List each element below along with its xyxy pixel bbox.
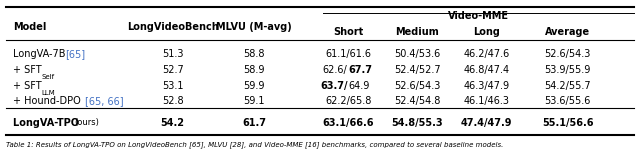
Text: Average: Average: [545, 27, 590, 37]
Text: Video-MME: Video-MME: [447, 11, 509, 21]
Text: 46.8/47.4: 46.8/47.4: [463, 65, 509, 75]
Text: [65, 66]: [65, 66]: [85, 96, 124, 106]
Text: 46.1/46.3: 46.1/46.3: [463, 96, 509, 106]
Text: + SFT: + SFT: [13, 65, 42, 75]
Text: 52.6/54.3: 52.6/54.3: [394, 81, 440, 91]
Text: MLVU (M-avg): MLVU (M-avg): [216, 22, 292, 32]
Text: 59.1: 59.1: [243, 96, 265, 106]
Text: 52.6/54.3: 52.6/54.3: [545, 49, 591, 59]
Text: 46.2/47.6: 46.2/47.6: [463, 49, 509, 59]
Text: + SFT: + SFT: [13, 81, 42, 91]
Text: 53.9/55.9: 53.9/55.9: [545, 65, 591, 75]
Text: 52.8: 52.8: [162, 96, 184, 106]
Text: (ours): (ours): [74, 118, 99, 127]
Text: 55.1/56.6: 55.1/56.6: [542, 117, 593, 128]
Text: 63.1/66.6: 63.1/66.6: [323, 117, 374, 128]
Text: + Hound-DPO: + Hound-DPO: [13, 96, 83, 106]
Text: 64.9: 64.9: [349, 81, 370, 91]
Text: 53.1: 53.1: [162, 81, 183, 91]
Text: [65]: [65]: [65, 49, 85, 59]
Text: Self: Self: [42, 74, 54, 80]
Text: 58.9: 58.9: [243, 65, 265, 75]
Text: 61.1/61.6: 61.1/61.6: [325, 49, 371, 59]
Text: Long: Long: [473, 27, 500, 37]
Text: 52.4/52.7: 52.4/52.7: [394, 65, 440, 75]
Text: 59.9: 59.9: [243, 81, 265, 91]
Text: 50.4/53.6: 50.4/53.6: [394, 49, 440, 59]
Text: LLM: LLM: [42, 90, 55, 96]
Text: 67.7: 67.7: [349, 65, 373, 75]
Text: 53.6/55.6: 53.6/55.6: [545, 96, 591, 106]
Text: 52.7: 52.7: [162, 65, 184, 75]
Text: LongVideoBench: LongVideoBench: [127, 22, 218, 32]
Text: 54.2/55.7: 54.2/55.7: [545, 81, 591, 91]
Text: Medium: Medium: [396, 27, 439, 37]
Text: Table 1: Results of LongVA-TPO on LongVideoBench [65], MLVU [28], and Video-MME : Table 1: Results of LongVA-TPO on LongVi…: [6, 141, 504, 148]
Text: 51.3: 51.3: [162, 49, 183, 59]
Text: Model: Model: [13, 22, 46, 32]
Text: 54.8/55.3: 54.8/55.3: [392, 117, 443, 128]
Text: 46.3/47.9: 46.3/47.9: [463, 81, 509, 91]
Text: 54.2: 54.2: [161, 117, 184, 128]
Text: 47.4/47.9: 47.4/47.9: [460, 117, 512, 128]
Text: Short: Short: [333, 27, 364, 37]
Text: LongVA-7B: LongVA-7B: [13, 49, 67, 59]
Text: 52.4/54.8: 52.4/54.8: [394, 96, 440, 106]
Text: 63.7/: 63.7/: [320, 81, 348, 91]
Text: LongVA-TPO: LongVA-TPO: [13, 117, 81, 128]
Text: 62.2/65.8: 62.2/65.8: [325, 96, 371, 106]
Text: 58.8: 58.8: [243, 49, 265, 59]
Text: 61.7: 61.7: [242, 117, 266, 128]
Text: 62.6/: 62.6/: [323, 65, 348, 75]
